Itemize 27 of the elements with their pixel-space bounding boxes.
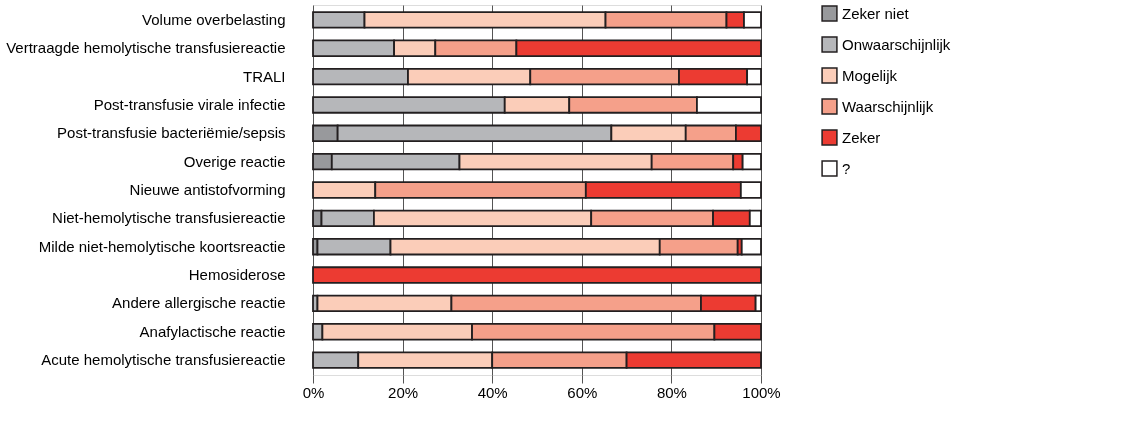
y-tick-label: Niet-hemolytische transfusiereactie [52, 209, 286, 227]
y-tick-label: TRALI [242, 67, 286, 85]
legend-label: Waarschijnlijk [842, 97, 934, 115]
x-tick-label: 20% [388, 383, 419, 401]
bar [740, 238, 762, 256]
x-tick-label: 60% [567, 383, 598, 401]
x-tick-label: 0% [302, 383, 325, 401]
y-tick-label: Acute hemolytische transfusiereactie [41, 351, 286, 369]
legend-label: Mogelijk [842, 66, 898, 84]
bar [312, 266, 762, 284]
y-tick-label: Overige reactie [183, 152, 286, 170]
legend-label: Zeker [842, 128, 881, 146]
y-tick-label: Hemosiderose [188, 266, 286, 284]
y-tick-label: Andere allergische reactie [112, 294, 286, 312]
legend-label: Zeker niet [842, 4, 910, 22]
y-tick-label: Milde niet-hemolytische koortsreactie [38, 237, 286, 255]
y-tick-label: Volume overbelasting [142, 10, 286, 28]
y-tick-label: Post-transfusie bacteriëmie/sepsis [57, 124, 286, 142]
x-tick-label: 80% [656, 383, 687, 401]
x-tick-label: 40% [477, 383, 508, 401]
legend-label: Onwaarschijnlijk [842, 35, 951, 53]
y-tick-label: Anafylactische reactie [139, 322, 286, 340]
legend-label: ? [842, 159, 851, 177]
y-tick-label: Vertraagde hemolytische transfusiereactie [6, 39, 286, 57]
y-tick-label: Post-transfusie virale infectie [93, 95, 286, 113]
y-tick-label: Nieuwe antistofvorming [129, 181, 286, 198]
x-tick-label: 100% [742, 383, 781, 401]
